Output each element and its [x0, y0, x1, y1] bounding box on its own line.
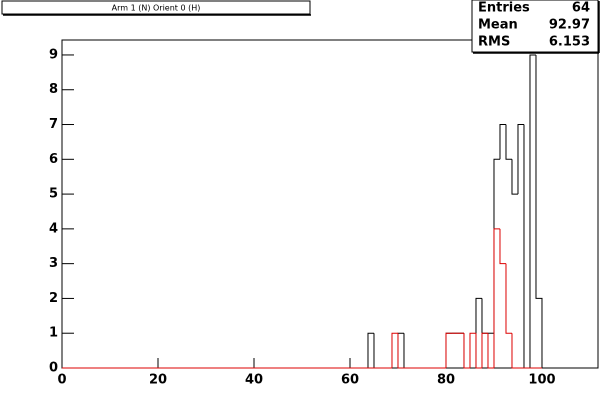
stat-label: RMS	[478, 35, 510, 50]
histogram-bin	[397, 333, 404, 369]
histogram-bin	[505, 263, 512, 334]
y-tick-label: 8	[49, 82, 58, 97]
histogram-bin	[481, 332, 488, 368]
x-tick-label: 20	[149, 373, 167, 388]
histogram-bin	[517, 124, 524, 195]
stat-label: Mean	[478, 18, 518, 33]
stats-box	[471, 0, 599, 53]
histogram-bin	[487, 333, 494, 369]
stat-label: Entries	[478, 1, 530, 16]
histogram-bin	[499, 228, 506, 265]
x-tick-label: 80	[437, 373, 455, 388]
histogram-bin	[511, 159, 518, 195]
histogram-bin	[535, 54, 543, 368]
y-tick-label: 0	[49, 361, 58, 376]
histogram-bin	[529, 54, 536, 368]
y-tick-label: 4	[49, 221, 58, 236]
y-tick-label: 7	[49, 117, 58, 132]
histogram-bin	[463, 333, 470, 369]
x-tick-label: 0	[57, 373, 66, 388]
title-box	[1, 0, 311, 15]
y-tick-label: 1	[49, 326, 58, 341]
y-tick-label: 3	[49, 256, 58, 271]
y-tick-label: 2	[49, 291, 58, 306]
histogram-bin	[499, 124, 506, 160]
histogram-bin	[391, 332, 398, 368]
stat-value: 92.97	[549, 18, 590, 33]
x-tick-label: 60	[341, 373, 359, 388]
y-tick-label: 9	[49, 47, 58, 62]
histogram-bin	[475, 333, 482, 369]
chart-title: Arm 1 (N) Orient 0 (H)	[112, 4, 201, 13]
histogram-bin	[367, 332, 374, 368]
x-tick-label: 100	[528, 373, 555, 388]
histogram-bin	[511, 333, 518, 369]
y-tick-label: 6	[49, 152, 58, 167]
histogram-bin	[493, 228, 500, 368]
histogram-bin	[505, 124, 512, 160]
histogram-bin	[469, 332, 476, 368]
plot-frame	[61, 39, 599, 369]
y-tick-label: 5	[49, 187, 58, 202]
histogram-bin	[445, 332, 452, 368]
stat-value: 6.153	[549, 35, 590, 50]
x-tick-label: 40	[245, 373, 263, 388]
stat-value: 64	[572, 1, 590, 16]
